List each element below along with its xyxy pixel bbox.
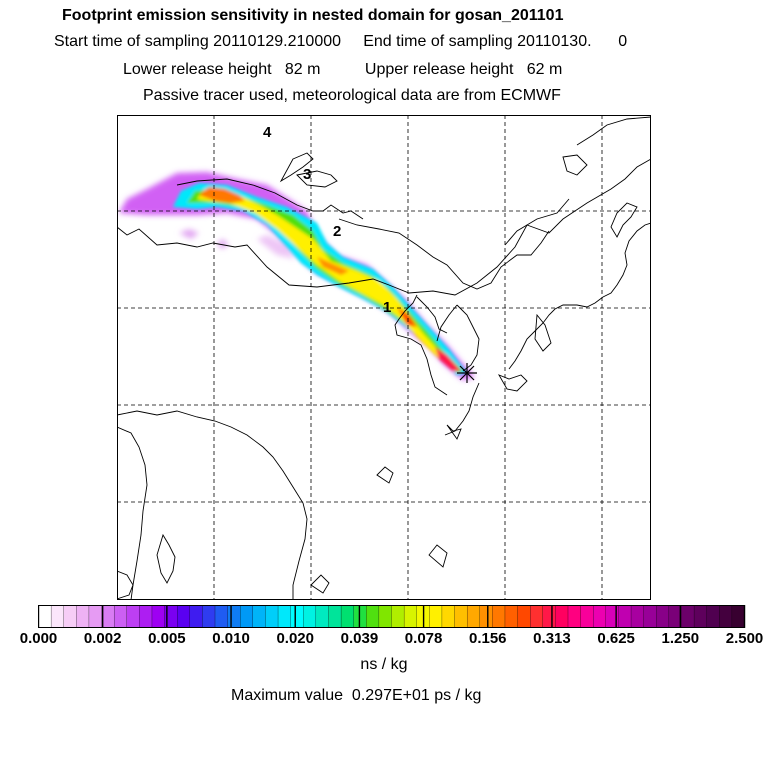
colorbar-cell [113, 605, 128, 628]
colorbar-cell [492, 605, 506, 628]
plot-title: Footprint emission sensitivity in nested… [62, 7, 564, 24]
colorbar-cell [530, 605, 544, 628]
lat-lon-grid [117, 115, 651, 600]
colorbar-cell [88, 605, 103, 628]
colorbar-cell [542, 605, 556, 628]
colorbar-cell [139, 605, 153, 628]
colorbar-cell [466, 605, 481, 628]
footprint-map: 4 3 2 1 [117, 115, 651, 600]
colorbar-cell [643, 605, 657, 628]
colorbar-tick-label: 1.250 [661, 630, 700, 647]
colorbar-cell [504, 605, 519, 628]
colorbar-cell [681, 605, 695, 628]
colorbar-cell [353, 605, 367, 628]
colorbar-cell [315, 605, 330, 628]
colorbar-cell [265, 605, 279, 628]
colorbar-tick-label: 0.010 [212, 630, 250, 647]
colorbar-tick-label: 0.005 [148, 630, 186, 647]
colorbar-cell [240, 605, 254, 628]
colorbar-tick-label: 0.156 [468, 630, 507, 647]
maximum-value-text: Maximum value 0.297E+01 ps / kg [231, 687, 482, 704]
receptor-asterisk-icon [457, 363, 477, 383]
colorbar-cell [429, 605, 443, 628]
day-label-1: 1 [383, 299, 391, 316]
colorbar-cell [340, 605, 355, 628]
sampling-time-line: Start time of sampling 20110129.210000 E… [54, 33, 628, 50]
colorbar-cell [366, 605, 380, 628]
colorbar-tick-label: 0.625 [597, 630, 635, 647]
colorbar-cell [202, 605, 216, 628]
colorbar-cell [391, 605, 405, 628]
colorbar-cell [214, 605, 229, 628]
colorbar-cell [177, 605, 191, 628]
colorbar-cell [706, 605, 720, 628]
colorbar-cell [378, 605, 393, 628]
day-label-4: 4 [263, 124, 272, 141]
colorbar-unit: ns / kg [360, 656, 408, 673]
colorbar-tick-label: 0.020 [276, 630, 314, 647]
colorbar-tick-label: 2.500 [725, 630, 764, 647]
colorbar-cell [567, 605, 582, 628]
colorbar-cell [126, 605, 140, 628]
colorbar-cell [76, 605, 90, 628]
colorbar-cell [555, 605, 569, 628]
colorbar-cell [189, 605, 203, 628]
colorbar-tick-label: 0.078 [404, 630, 443, 647]
colorbar-tick-label: 0.000 [19, 630, 58, 647]
colorbar-cell [328, 605, 342, 628]
colorbar-cell [630, 605, 645, 628]
release-height-line: Lower release height 82 m Upper release … [123, 61, 563, 78]
colorbar-cell [290, 605, 304, 628]
colorbar-cell [719, 605, 733, 628]
day-label-3: 3 [303, 166, 311, 183]
colorbar-cell [517, 605, 531, 628]
colorbar-cell [441, 605, 456, 628]
colorbar-tick-label: 0.002 [83, 630, 122, 647]
colorbar-cell [303, 605, 317, 628]
footprint-plume [119, 172, 475, 380]
colorbar-cell [605, 605, 619, 628]
colorbar-cell [580, 605, 594, 628]
colorbar-cell [101, 605, 115, 628]
colorbar-tick-label: 0.039 [340, 630, 379, 647]
colorbar-cell [479, 605, 493, 628]
day-label-2: 2 [333, 223, 341, 240]
colorbar-cell [593, 605, 607, 628]
colorbar-cell [227, 605, 241, 628]
colorbar-cell [731, 605, 746, 628]
coastlines [117, 116, 651, 600]
colorbar-cell [454, 605, 468, 628]
colorbar-cell [252, 605, 266, 628]
colorbar-cell [151, 605, 166, 628]
colorbar-cell [277, 605, 292, 628]
colorbar-cell [693, 605, 708, 628]
colorbar-cell [50, 605, 65, 628]
colorbar-cell [63, 605, 77, 628]
colorbar-cell [403, 605, 418, 628]
colorbar-tick-label: 0.313 [533, 630, 571, 647]
colorbar [38, 605, 746, 628]
colorbar-cell [38, 605, 52, 628]
colorbar-cell [656, 605, 670, 628]
colorbar-cell [618, 605, 632, 628]
tracer-info-line: Passive tracer used, meteorological data… [143, 87, 561, 104]
